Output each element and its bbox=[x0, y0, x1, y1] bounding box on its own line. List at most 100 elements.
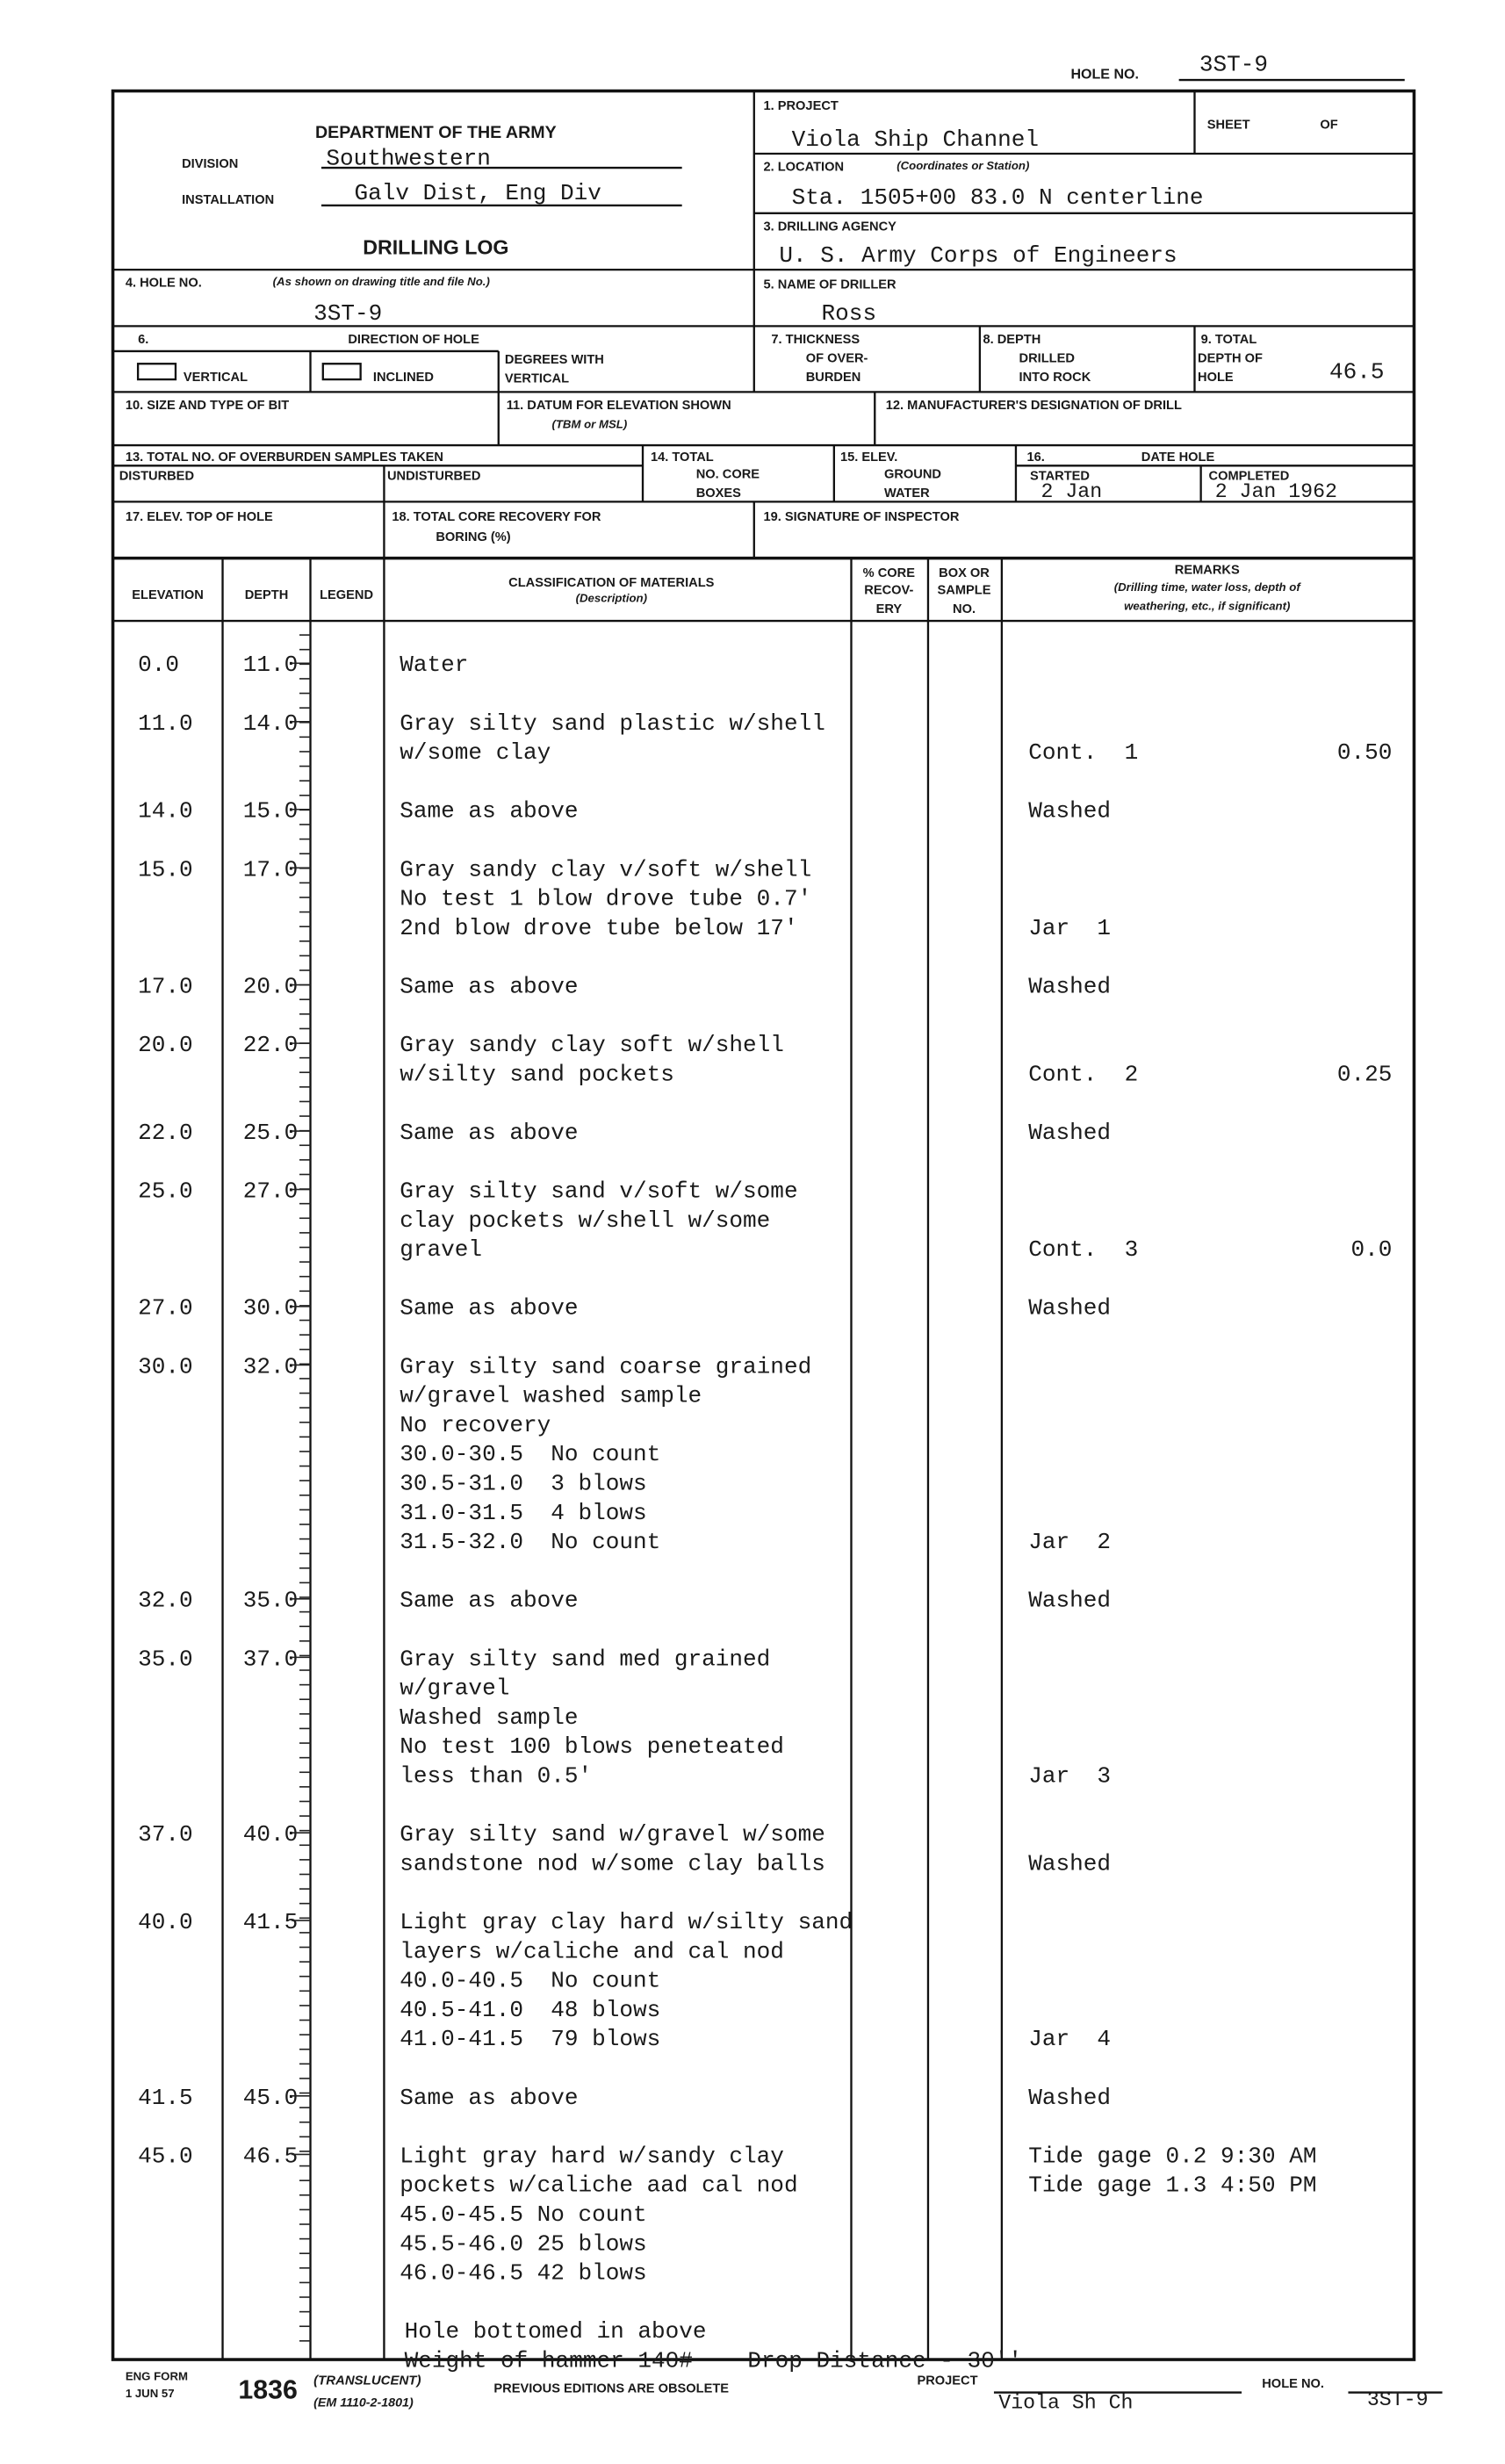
description-line: pockets w/caliche aad cal nod bbox=[400, 2172, 797, 2199]
date-number: 16. bbox=[1026, 450, 1044, 465]
form-grid bbox=[111, 89, 1416, 2361]
depth: 45.0 bbox=[243, 2085, 299, 2111]
depth: 37.0 bbox=[243, 1646, 299, 1672]
description-line: w/some clay bbox=[400, 739, 551, 766]
core-recovery-label: 18. TOTAL CORE RECOVERY FOR bbox=[392, 510, 601, 524]
direction-label: DIRECTION OF HOLE bbox=[348, 333, 479, 347]
description-line: No test 100 blows peneteated bbox=[400, 1733, 784, 1760]
elevation: 22.0 bbox=[138, 1120, 193, 1146]
remark: Washed bbox=[1028, 1295, 1111, 1322]
drill-label: 12. MANUFACTURER'S DESIGNATION OF DRILL bbox=[886, 399, 1182, 413]
description-line: 30.0-30.5 No count bbox=[400, 1441, 660, 1467]
core-boxes-label: 14. TOTAL bbox=[651, 450, 714, 465]
remark: Tide gage 1.3 4:50 PM bbox=[1028, 2172, 1316, 2199]
disturbed-label: DISTURBED bbox=[119, 469, 194, 483]
description-line: clay pockets w/shell w/some bbox=[400, 1207, 770, 1234]
description-line: Gray silty sand v/soft w/some bbox=[400, 1178, 797, 1205]
remark: Jar 4 bbox=[1028, 2026, 1111, 2052]
signature-label: 19. SIGNATURE OF INSPECTOR bbox=[763, 510, 959, 524]
description-line: No test 1 blow drove tube 0.7' bbox=[400, 886, 811, 912]
remark: Washed bbox=[1028, 1588, 1111, 1614]
description-line: Gray silty sand med grained bbox=[400, 1646, 770, 1672]
description-line: Gray silty sand plastic w/shell bbox=[400, 710, 825, 737]
column-note: (Drilling time, water loss, depth of bbox=[1114, 580, 1302, 594]
description-line: 31.5-32.0 No count bbox=[400, 1529, 660, 1555]
datum-label: 11. DATUM FOR ELEVATION SHOWN bbox=[507, 399, 731, 413]
ground-water-label: 15. ELEV. bbox=[840, 450, 897, 465]
description-line: Same as above bbox=[400, 2085, 578, 2111]
sheet-label: SHEET bbox=[1207, 118, 1250, 132]
driller-label: 5. NAME OF DRILLER bbox=[763, 278, 897, 292]
remark-value: 0.0 bbox=[1351, 1236, 1393, 1263]
depth: 30.0 bbox=[243, 1295, 299, 1322]
column-header: % CORE bbox=[863, 566, 916, 580]
project: Viola Ship Channel bbox=[792, 126, 1039, 153]
remark: Jar 2 bbox=[1028, 1529, 1111, 1555]
agency: U. S. Army Corps of Engineers bbox=[779, 242, 1177, 269]
total-depth: 46.5 bbox=[1329, 358, 1385, 385]
elevation: 11.0 bbox=[138, 710, 193, 737]
of-label: OF bbox=[1320, 118, 1337, 132]
elevation: 17.0 bbox=[138, 973, 193, 999]
total-depth-label: HOLE bbox=[1198, 371, 1234, 385]
elevation: 25.0 bbox=[138, 1178, 193, 1205]
depth-rock-label: 8. DEPTH bbox=[983, 333, 1041, 347]
column-note: weathering, etc., if significant) bbox=[1124, 600, 1291, 613]
description-line: sandstone nod w/some clay balls bbox=[400, 1850, 825, 1877]
description-line: 45.0-45.5 No count bbox=[400, 2201, 646, 2228]
hole-no-label: HOLE NO. bbox=[1070, 66, 1139, 82]
degrees-label: DEGREES WITH bbox=[505, 353, 604, 367]
remark: Cont. 2 bbox=[1028, 1061, 1138, 1087]
location: Sta. 1505+00 83.0 N centerline bbox=[792, 184, 1204, 211]
remark: Washed bbox=[1028, 1850, 1111, 1877]
elevation: 27.0 bbox=[138, 1295, 193, 1322]
project-label: 1. PROJECT bbox=[763, 99, 838, 113]
undisturbed-label: UNDISTURBED bbox=[387, 469, 480, 483]
department: DEPARTMENT OF THE ARMY bbox=[315, 123, 557, 142]
remark-value: 0.25 bbox=[1337, 1061, 1393, 1087]
datum-note: (TBM or MSL) bbox=[551, 417, 627, 430]
depth: 46.5 bbox=[243, 2143, 299, 2169]
column-header: BOX OR bbox=[939, 566, 990, 580]
depth-ruler bbox=[299, 634, 311, 2342]
description-line: 31.0-31.5 4 blows bbox=[400, 1500, 646, 1526]
thickness-label: OF OVER- bbox=[806, 351, 868, 365]
elevation: 37.0 bbox=[138, 1821, 193, 1848]
description-line: 40.0-40.5 No count bbox=[400, 1968, 660, 1994]
division: Southwestern bbox=[326, 145, 491, 171]
description-line: Water bbox=[400, 652, 468, 678]
depth: 15.0 bbox=[243, 798, 299, 825]
description-line: Gray sandy clay soft w/shell bbox=[400, 1032, 784, 1058]
footer-hole-no-label: HOLE NO. bbox=[1262, 2377, 1324, 2391]
description-line: Same as above bbox=[400, 973, 578, 999]
ground-water-label: WATER bbox=[884, 486, 930, 501]
thickness-label: BURDEN bbox=[806, 371, 861, 385]
started: 2 Jan bbox=[1041, 480, 1103, 503]
depth-rock-label: INTO ROCK bbox=[1019, 371, 1091, 385]
log-body: 0.0 11.0 Water 11.0 14.0 Gray silty sand plas… bbox=[138, 652, 1392, 2374]
depth: 40.0 bbox=[243, 1821, 299, 1848]
description-line: Same as above bbox=[400, 798, 578, 825]
description-line: w/gravel washed sample bbox=[400, 1383, 702, 1409]
form-title: DRILLING LOG bbox=[363, 235, 508, 258]
depth: 35.0 bbox=[243, 1588, 299, 1614]
closing-note: Weight of hammer 140# Drop Distance - 30… bbox=[405, 2347, 1022, 2374]
column-header: ERY bbox=[876, 602, 903, 616]
description-line: 30.5-31.0 3 blows bbox=[400, 1471, 646, 1497]
inclined-label: INCLINED bbox=[373, 371, 434, 385]
description-line: w/gravel bbox=[400, 1675, 509, 1702]
remark: Washed bbox=[1028, 1120, 1111, 1146]
description-line: Same as above bbox=[400, 1120, 578, 1146]
footer-hole-no: 3ST-9 bbox=[1367, 2388, 1429, 2411]
elevation: 20.0 bbox=[138, 1032, 193, 1058]
location-label: 2. LOCATION bbox=[763, 161, 844, 175]
column-note: (Description) bbox=[576, 592, 648, 605]
description-line: Light gray clay hard w/silty sand bbox=[400, 1909, 853, 1935]
hole-no-field: 3ST-9 bbox=[313, 300, 382, 327]
remark: Washed bbox=[1028, 798, 1111, 825]
description-line: 2nd blow drove tube below 17' bbox=[400, 915, 797, 941]
description-line: w/silty sand pockets bbox=[400, 1061, 674, 1087]
column-header: NO. bbox=[953, 602, 976, 616]
